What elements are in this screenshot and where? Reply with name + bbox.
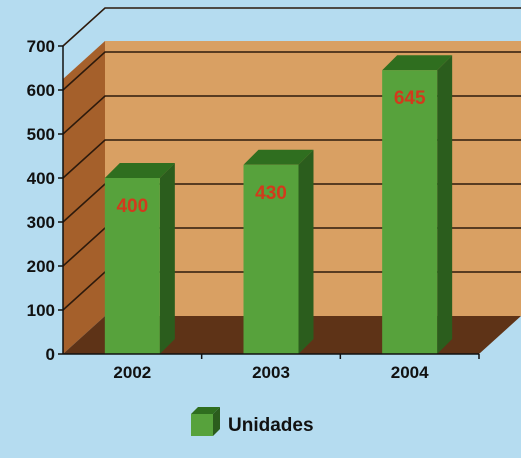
bar-2003: 430 bbox=[243, 149, 314, 354]
legend-swatch-unidades bbox=[191, 414, 213, 436]
y-tick-label: 100 bbox=[27, 301, 55, 320]
x-tick-label: 2003 bbox=[252, 363, 290, 382]
legend-swatch-top bbox=[191, 407, 220, 414]
bars-group: 400 430 645 bbox=[104, 55, 453, 354]
bar-front bbox=[104, 178, 160, 354]
legend-label-unidades: Unidades bbox=[228, 415, 314, 436]
bar-top bbox=[104, 163, 175, 178]
bar-2004: 645 bbox=[382, 55, 453, 354]
legend-swatch-side bbox=[213, 407, 220, 436]
bar-side bbox=[159, 163, 175, 354]
y-tick-label: 0 bbox=[46, 345, 55, 364]
x-tick-label: 2004 bbox=[391, 363, 429, 382]
y-tick-label: 300 bbox=[27, 213, 55, 232]
bar-side bbox=[298, 149, 314, 354]
y-tick-label: 200 bbox=[27, 257, 55, 276]
bar-top bbox=[382, 55, 453, 71]
y-tick-label: 500 bbox=[27, 125, 55, 144]
bar-value-label: 645 bbox=[394, 88, 426, 109]
bar-value-label: 400 bbox=[116, 196, 148, 217]
bar-value-label: 430 bbox=[255, 183, 287, 204]
bar-top bbox=[243, 149, 314, 165]
bar-side bbox=[437, 55, 453, 354]
y-tick-label: 600 bbox=[27, 81, 55, 100]
gridline bbox=[62, 7, 521, 47]
legend: Unidades bbox=[191, 407, 314, 436]
y-tick-label: 700 bbox=[27, 37, 55, 56]
gridline bbox=[62, 51, 521, 91]
x-tick-label: 2002 bbox=[113, 363, 151, 382]
axes-group: 0 100 200 300 400 500 600 700 2002 2003 2004 bbox=[27, 37, 480, 382]
bar-2002: 400 bbox=[104, 163, 175, 354]
bar-front bbox=[382, 70, 438, 354]
bar-front bbox=[243, 164, 299, 354]
chart-left-wall bbox=[63, 41, 105, 354]
y-tick-label: 400 bbox=[27, 169, 55, 188]
